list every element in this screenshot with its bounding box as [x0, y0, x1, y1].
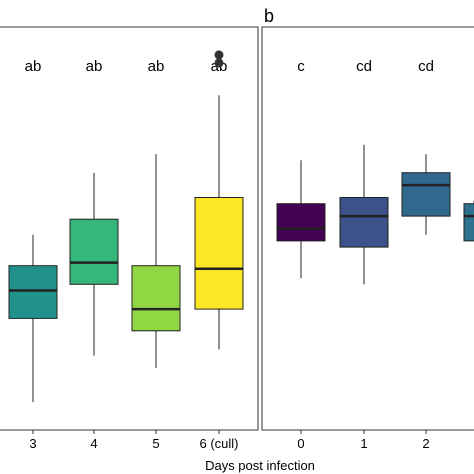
significance-label-b-2: cd	[418, 58, 434, 75]
box-partial	[463, 203, 474, 242]
panel-a: ab3ab4ab5ab6 (cull)	[0, 26, 259, 451]
panel-frame	[261, 26, 474, 431]
x-tick-label-b-1: 1	[360, 436, 367, 451]
box-b-1	[339, 197, 389, 248]
x-tick-label-a-4: 4	[90, 436, 97, 451]
panel-b: c 0 cd 1 cd 2	[261, 26, 474, 451]
box-a-6 (cull)	[194, 197, 244, 310]
significance-label-b-0: c	[297, 58, 305, 75]
outlier-point	[214, 50, 224, 60]
significance-label-a-4: ab	[86, 58, 103, 75]
x-tick-label-b-2: 2	[422, 436, 429, 451]
box-a-5	[131, 265, 181, 332]
outlier-point	[214, 58, 224, 68]
x-tick-label-a-5: 5	[152, 436, 159, 451]
significance-label-a-5: ab	[148, 58, 165, 75]
box-b-0	[276, 203, 326, 242]
x-tick-label-a-6 (cull): 6 (cull)	[199, 436, 238, 451]
box-a-3	[8, 265, 58, 319]
box-a-4	[69, 218, 119, 285]
x-axis-label: Days post infection	[205, 458, 315, 473]
significance-label-b-1: cd	[356, 58, 372, 75]
panel-frame	[0, 26, 259, 431]
panel-b-label: b	[264, 6, 274, 26]
significance-label-a-3: ab	[25, 58, 42, 75]
x-tick-label-a-3: 3	[29, 436, 36, 451]
box-b-2	[401, 172, 451, 217]
x-tick-label-b-0: 0	[297, 436, 304, 451]
